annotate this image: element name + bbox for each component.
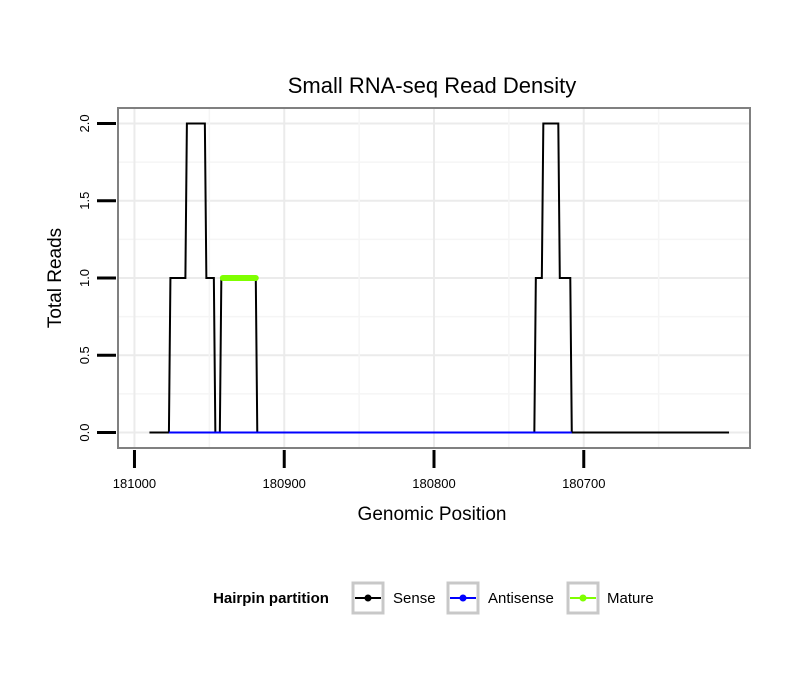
y-tick-label-4: 2.0 bbox=[77, 114, 92, 132]
legend-dot-sense bbox=[364, 594, 372, 602]
y-tick-label-1: 0.5 bbox=[77, 346, 92, 364]
x-tick-label-3: 180700 bbox=[562, 476, 605, 491]
y-axis: 0.0 0.5 1.0 1.5 2.0 bbox=[77, 114, 116, 442]
x-axis-label: Genomic Position bbox=[358, 504, 507, 525]
x-tick-label-2: 180800 bbox=[412, 476, 455, 491]
legend-label-sense: Sense bbox=[393, 590, 436, 607]
legend-item-antisense: Antisense bbox=[446, 581, 554, 615]
x-tick-label-0: 181000 bbox=[113, 476, 156, 491]
legend-dot-mature bbox=[579, 594, 587, 602]
legend-item-sense: Sense bbox=[351, 581, 436, 615]
legend-label-antisense: Antisense bbox=[488, 590, 554, 607]
y-tick-label-0: 0.0 bbox=[77, 424, 92, 442]
legend-label-mature: Mature bbox=[607, 590, 654, 607]
legend-dot-antisense bbox=[459, 594, 467, 602]
y-tick-label-3: 1.5 bbox=[77, 192, 92, 210]
plot-border bbox=[117, 107, 751, 449]
y-tick-label-2: 1.0 bbox=[77, 269, 92, 287]
legend: Hairpin partition Sense Antisense Mature bbox=[213, 581, 654, 615]
legend-item-mature: Mature bbox=[566, 581, 654, 615]
y-axis-label: Total Reads bbox=[45, 228, 66, 328]
x-axis: 181000 180900 180800 180700 bbox=[113, 450, 605, 491]
chart-title: Small RNA-seq Read Density bbox=[288, 73, 577, 98]
legend-title: Hairpin partition bbox=[213, 590, 329, 607]
series-layer bbox=[149, 122, 730, 434]
x-tick-label-1: 180900 bbox=[263, 476, 306, 491]
